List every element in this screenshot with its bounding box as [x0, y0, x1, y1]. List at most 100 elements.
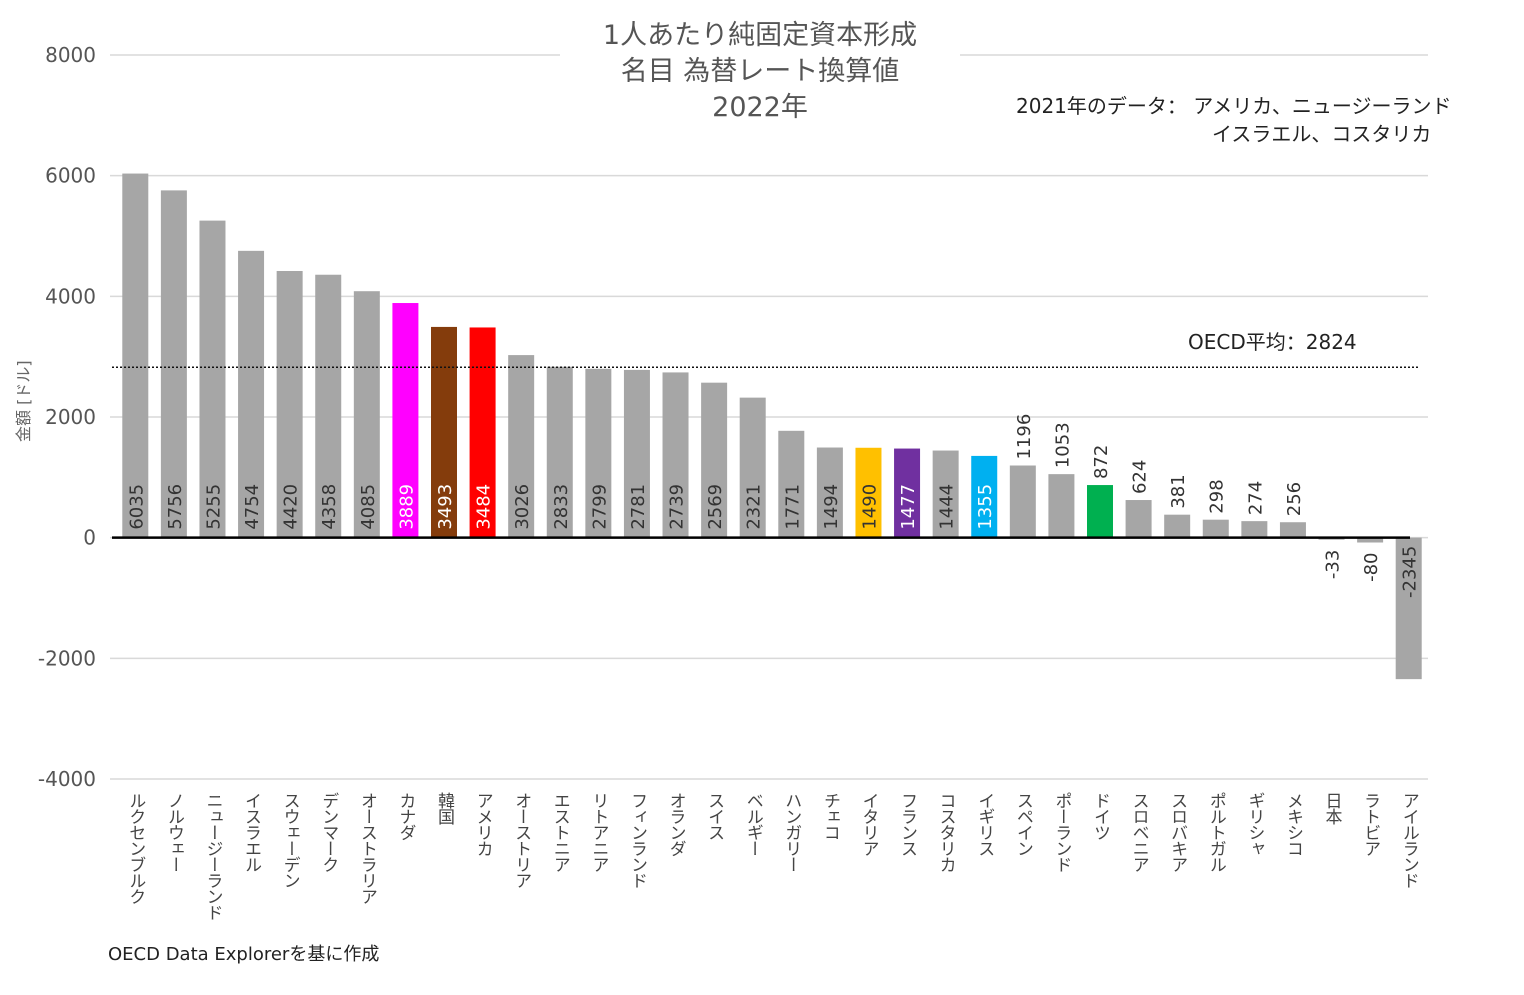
- y-tick-label: 4000: [45, 284, 96, 308]
- bar: [546, 366, 573, 538]
- bar-value-label: 5756: [165, 484, 186, 530]
- bar: [585, 368, 612, 538]
- y-tick-label: 8000: [45, 43, 96, 67]
- category-label: エストニア: [550, 792, 570, 872]
- bar-value-label: 3026: [512, 484, 533, 530]
- category-label: イギリス: [974, 792, 994, 856]
- bar-value-label: 1494: [821, 484, 842, 530]
- bar: [1087, 485, 1113, 538]
- bar: [1241, 521, 1268, 538]
- category-label: アイルランド: [1399, 792, 1419, 888]
- oecd-average-label: OECD平均：2824: [1188, 330, 1357, 354]
- bar: [160, 190, 187, 538]
- category-label: ラトビア: [1360, 792, 1380, 856]
- category-label: カナダ: [395, 792, 415, 841]
- category-label: スウェーデン: [280, 792, 300, 888]
- bar: [855, 447, 882, 538]
- category-label: イスラエル: [241, 792, 261, 872]
- bar: [431, 326, 457, 538]
- source-note: OECD Data Explorerを基に作成: [108, 944, 380, 965]
- bar-value-label: 2781: [628, 484, 649, 530]
- bar: [1395, 537, 1422, 680]
- bar-value-label: 274: [1245, 481, 1266, 515]
- bar-value-label: 3484: [474, 484, 495, 530]
- category-label: オーストラリア: [357, 792, 377, 904]
- bar: [199, 220, 226, 538]
- category-label: スロベニア: [1129, 792, 1149, 872]
- category-label: オランダ: [666, 792, 686, 857]
- category-label: ベルギー: [743, 792, 763, 856]
- category-label: リトアニア: [588, 792, 608, 872]
- bar-value-label: 4420: [281, 484, 302, 530]
- category-label: スイス: [704, 792, 724, 840]
- bar: [1125, 500, 1152, 538]
- bar: [932, 450, 959, 538]
- bar-value-label: 1444: [937, 484, 958, 530]
- bar-value-label: 5255: [203, 484, 224, 530]
- bar-value-label: 4754: [242, 484, 263, 530]
- bar-value-label: 4358: [319, 484, 340, 530]
- bar: [122, 173, 149, 538]
- bar-value-label: 1490: [859, 484, 880, 530]
- bar-value-label: -2345: [1400, 546, 1421, 598]
- bar-value-label: 1477: [898, 484, 919, 530]
- bar-value-label: 1196: [1014, 414, 1035, 460]
- category-label: チェコ: [820, 792, 840, 840]
- category-label: ポルトガル: [1206, 792, 1226, 872]
- bar: [469, 327, 496, 538]
- bar-value-label: 3493: [435, 484, 456, 530]
- bar: [894, 448, 921, 538]
- title-line-2: 名目 為替レート換算値: [620, 56, 900, 87]
- bar-value-label: 872: [1091, 445, 1112, 479]
- title-line-3: 2022年: [712, 92, 808, 123]
- category-label: ギリシャ: [1244, 792, 1264, 856]
- y-tick-label: 0: [83, 526, 96, 550]
- bar-value-label: 4085: [358, 484, 379, 530]
- category-label: オーストリア: [511, 792, 531, 888]
- bar-value-label: 2799: [589, 484, 610, 530]
- category-label: コスタリカ: [936, 792, 956, 872]
- bar: [739, 397, 766, 538]
- y-tick-label: -2000: [38, 646, 96, 670]
- category-label: デンマーク: [318, 792, 338, 872]
- category-label: 韓国: [434, 792, 455, 825]
- title-line-1: 1人あたり純固定資本形成: [602, 20, 918, 51]
- category-label: イタリア: [858, 792, 878, 856]
- bar: [816, 447, 843, 538]
- bar: [662, 372, 689, 538]
- category-label: ノルウェー: [164, 792, 184, 872]
- bar: [1009, 465, 1036, 538]
- bar: [701, 382, 728, 538]
- note-line-2: イスラエル、コスタリカ: [1212, 122, 1432, 146]
- chart-title: 1人あたり純固定資本形成 名目 為替レート換算値 2022年: [560, 18, 960, 126]
- bar-value-label: -80: [1361, 552, 1382, 581]
- category-label: スペイン: [1013, 792, 1033, 856]
- bar: [508, 355, 535, 538]
- bar: [238, 250, 265, 538]
- y-tick-label: 2000: [45, 405, 96, 429]
- bar-value-label: 381: [1168, 474, 1189, 508]
- bar: [971, 455, 998, 538]
- bar: [353, 291, 380, 538]
- bar: [392, 303, 419, 538]
- bar-value-label: 2739: [667, 484, 688, 530]
- bar-value-label: 6035: [126, 484, 147, 530]
- category-label: ポーランド: [1051, 792, 1071, 872]
- y-tick-label: 6000: [45, 164, 96, 188]
- y-axis-label: 金額 [ドル]: [14, 360, 33, 442]
- category-label: メキシコ: [1283, 792, 1303, 856]
- category-label: フィンランド: [627, 792, 647, 888]
- bar: [1357, 537, 1384, 543]
- bar-value-label: 2321: [744, 484, 765, 530]
- category-label: 日本: [1322, 792, 1343, 825]
- note-line-1: 2021年のデータ： アメリカ、ニュージーランド: [1016, 94, 1452, 118]
- bar-value-label: 1053: [1052, 422, 1073, 468]
- category-label: ドイツ: [1090, 792, 1110, 840]
- bar-value-label: 256: [1284, 482, 1305, 516]
- category-label: フランス: [897, 792, 917, 856]
- category-label: スロバキア: [1167, 792, 1187, 872]
- bar-value-label: -33: [1323, 550, 1344, 579]
- bar-value-label: 624: [1130, 460, 1151, 494]
- bar: [276, 270, 303, 538]
